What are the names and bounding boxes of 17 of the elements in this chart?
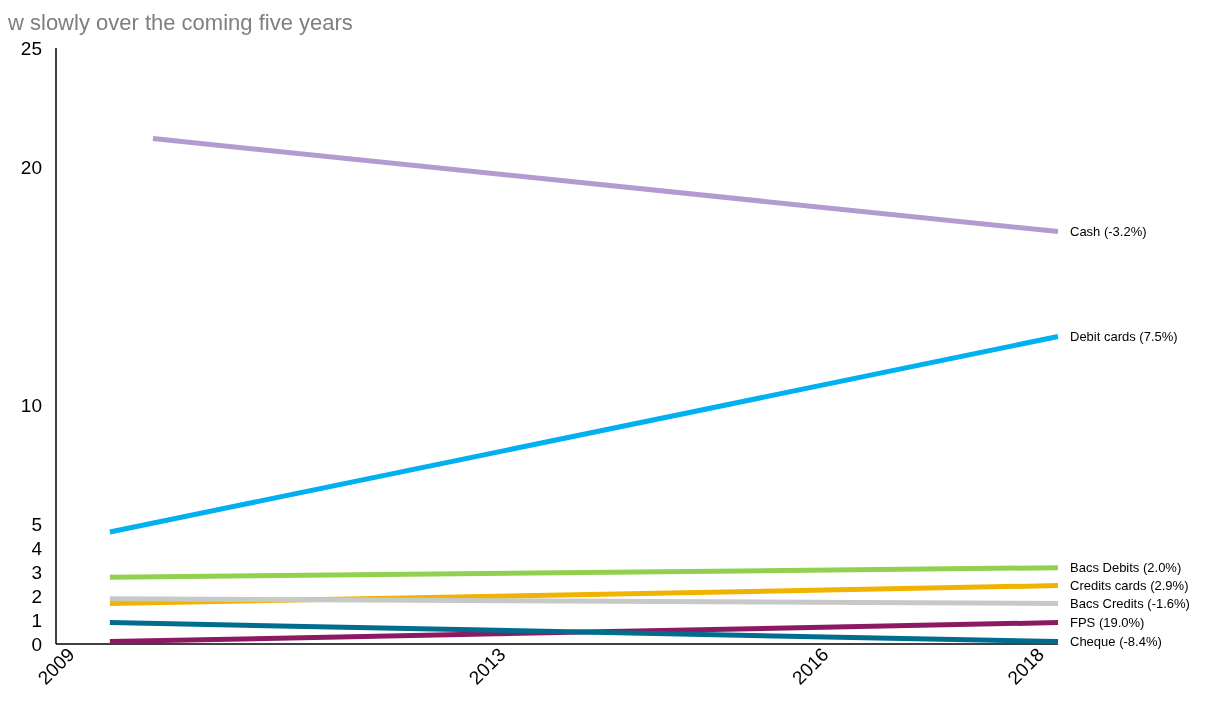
y-tick-label: 1 (31, 609, 42, 631)
series-label: FPS (19.0%) (1070, 615, 1145, 631)
y-tick-label: 5 (31, 514, 42, 536)
y-tick-label: 25 (20, 37, 42, 59)
series-label: Debit cards (7.5%) (1070, 329, 1178, 345)
series-label: Bacs Credits (-1.6%) (1070, 596, 1190, 612)
y-tick-label: 20 (20, 156, 42, 178)
chart-title: w slowly over the coming five years (7, 10, 353, 35)
y-tick-label: 4 (31, 538, 43, 560)
y-tick-label: 3 (31, 562, 42, 584)
series-label: Cheque (-8.4%) (1070, 634, 1162, 650)
series-label: Bacs Debits (2.0%) (1070, 560, 1182, 576)
y-tick-label: 10 (20, 395, 42, 417)
series-label: Credits cards (2.9%) (1070, 578, 1189, 594)
series-label: Cash (-3.2%) (1070, 224, 1147, 240)
y-tick-label: 2 (31, 585, 42, 607)
y-tick-label: 0 (31, 633, 42, 655)
